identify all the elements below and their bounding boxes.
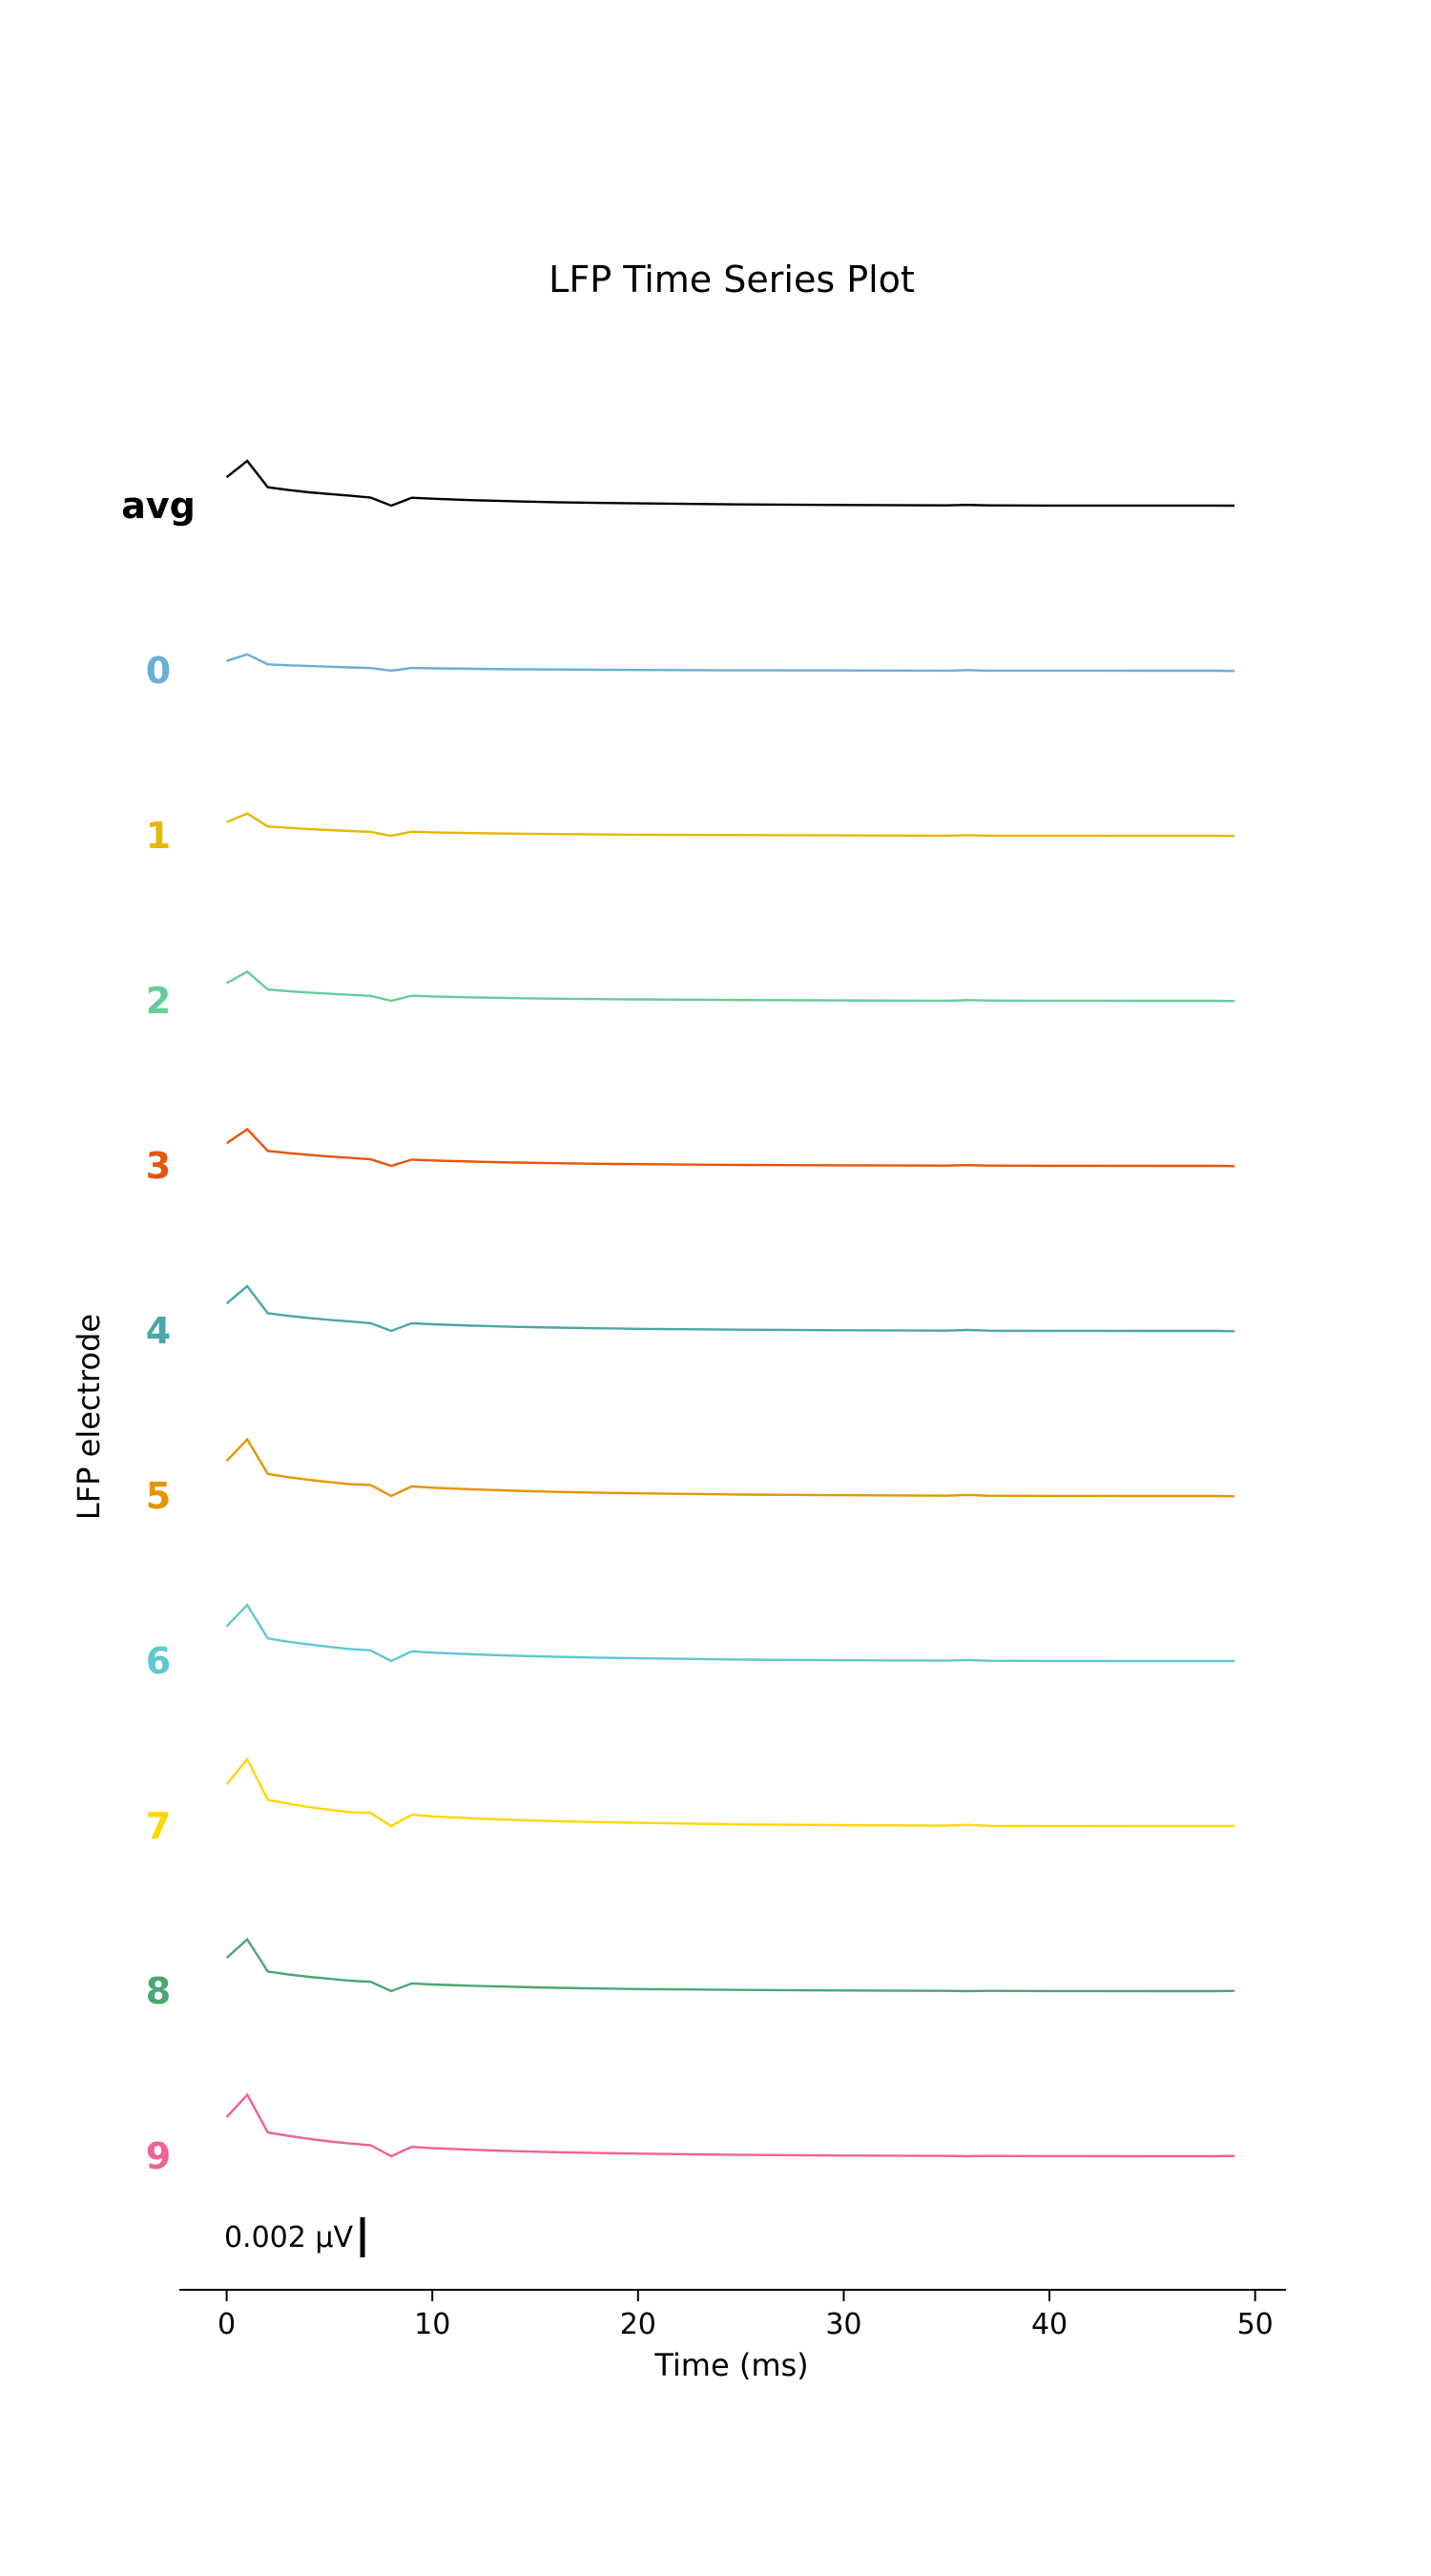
x-tick-label-40: 40 (1031, 2308, 1068, 2341)
x-tick-label-30: 30 (825, 2308, 861, 2341)
trace-1 (226, 812, 1235, 838)
electrode-label-8: 8 (146, 1970, 171, 2012)
trace-4 (225, 1284, 1235, 1333)
electrode-label-6: 6 (146, 1640, 171, 1682)
trace-2 (226, 970, 1235, 1003)
traces (225, 459, 1235, 2158)
trace-9 (225, 2092, 1235, 2158)
electrode-label-2: 2 (146, 980, 171, 1022)
trace-6 (225, 1603, 1235, 1663)
trace-avg (225, 459, 1235, 508)
trace-7 (225, 1756, 1235, 1828)
x-axis-label: Time (ms) (653, 2347, 808, 2383)
electrode-label-3: 3 (146, 1145, 171, 1187)
electrode-labels: avg 0 1 2 3 4 5 6 7 8 9 (121, 485, 196, 2177)
trace-0 (226, 653, 1235, 673)
electrode-label-7: 7 (146, 1805, 171, 1847)
x-tick-label-20: 20 (620, 2308, 656, 2341)
x-axis: 0 10 20 30 40 50 (179, 2289, 1286, 2341)
scalebar-label: 0.002 μV (224, 2221, 354, 2254)
electrode-label-9: 9 (146, 2135, 171, 2177)
x-tick-label-50: 50 (1237, 2308, 1274, 2341)
electrode-label-4: 4 (146, 1310, 171, 1352)
x-tick-label-0: 0 (218, 2308, 236, 2341)
electrode-label-0: 0 (146, 650, 171, 692)
trace-5 (225, 1437, 1235, 1498)
y-axis-label: LFP electrode (71, 1314, 107, 1520)
chart-title: LFP Time Series Plot (549, 259, 915, 301)
scalebar: 0.002 μV (224, 2217, 365, 2257)
trace-3 (225, 1128, 1235, 1168)
electrode-label-avg: avg (121, 485, 196, 527)
trace-8 (225, 1937, 1235, 1993)
electrode-label-1: 1 (146, 815, 171, 857)
electrode-label-5: 5 (146, 1475, 171, 1517)
x-tick-label-10: 10 (414, 2308, 450, 2341)
